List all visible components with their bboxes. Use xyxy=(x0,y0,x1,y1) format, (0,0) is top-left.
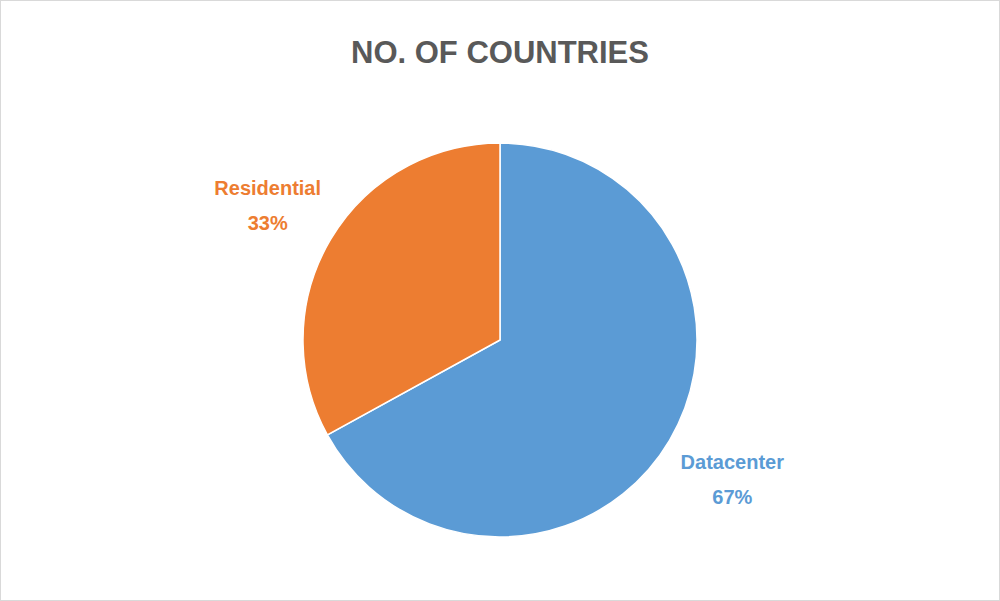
pie-slice xyxy=(303,143,500,435)
chart-title: NO. OF COUNTRIES xyxy=(351,35,649,70)
data-label-category: Datacenter xyxy=(681,451,785,473)
data-label-category: Residential xyxy=(214,177,321,199)
data-label-value: 67% xyxy=(712,486,752,508)
chart-border xyxy=(1,1,1000,601)
chart-container: NO. OF COUNTRIES Datacenter 67% Residential… xyxy=(0,0,1000,601)
data-label-value: 33% xyxy=(248,212,288,234)
pie-slices xyxy=(303,143,697,537)
data-labels: Datacenter 67% Residential 33% xyxy=(214,177,784,509)
chart-svg: NO. OF COUNTRIES Datacenter 67% Residential… xyxy=(0,0,1000,601)
